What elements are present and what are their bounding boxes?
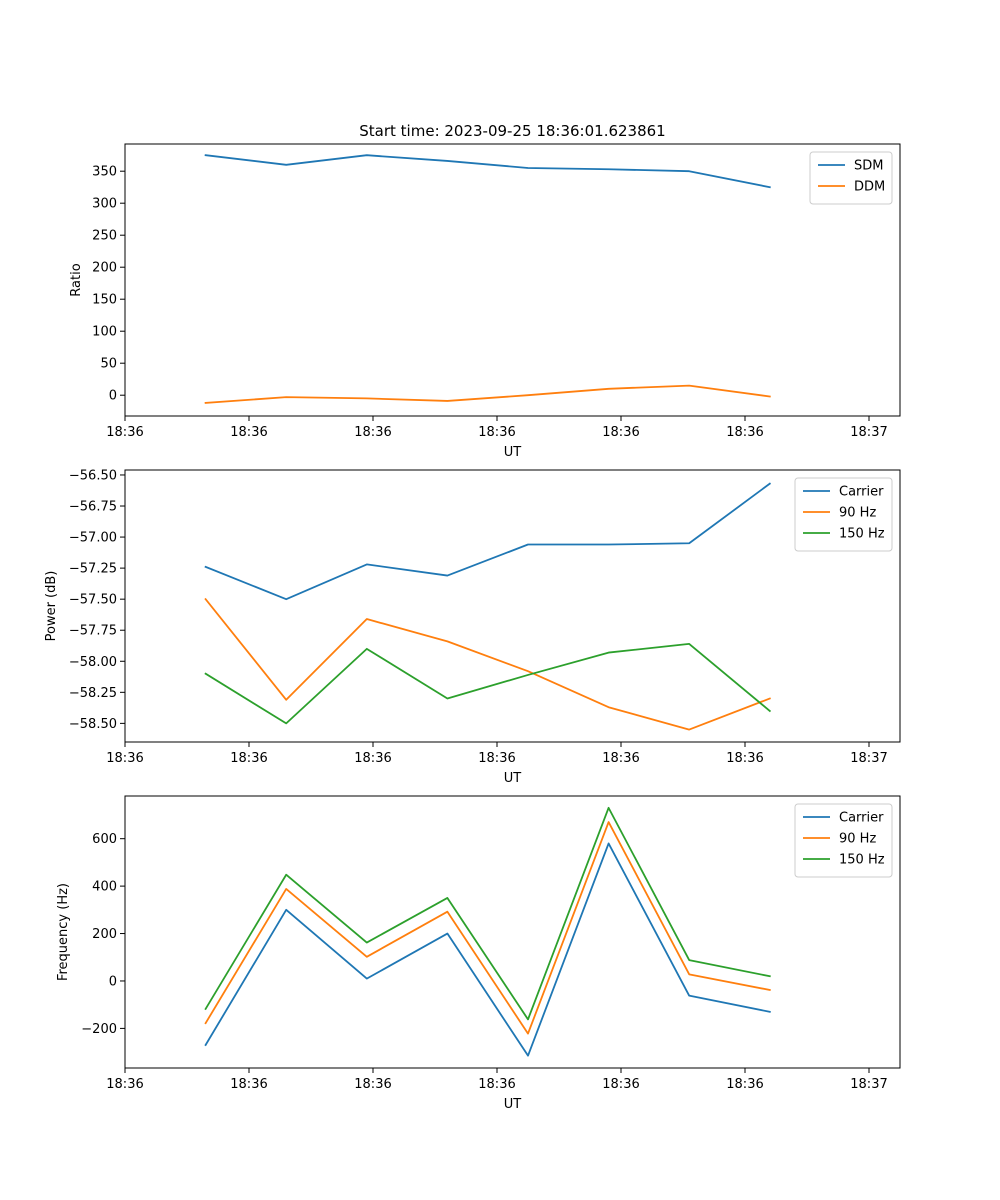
y-tick-label: −57.50 bbox=[69, 593, 117, 608]
y-tick-label: −56.75 bbox=[69, 500, 117, 515]
x-tick-label: 18:36 bbox=[602, 1077, 639, 1092]
y-tick-label: 0 bbox=[109, 389, 117, 404]
x-tick-label: 18:36 bbox=[602, 751, 639, 766]
y-tick-label: 250 bbox=[92, 229, 117, 244]
legend-label-150-hz: 150 Hz bbox=[839, 527, 885, 542]
x-tick-label: 18:36 bbox=[354, 1077, 391, 1092]
legend: Carrier 90 Hz 150 Hz bbox=[794, 477, 893, 552]
legend-label-90-hz: 90 Hz bbox=[839, 832, 876, 847]
y-tick-label: −57.00 bbox=[69, 531, 117, 546]
legend: Carrier 90 Hz 150 Hz bbox=[794, 803, 893, 878]
y-tick-label: −58.50 bbox=[69, 717, 117, 732]
x-tick-label: 18:36 bbox=[106, 425, 143, 440]
legend-label-90-hz: 90 Hz bbox=[839, 506, 876, 521]
x-tick-label: 18:36 bbox=[726, 751, 763, 766]
y-tick-label: 600 bbox=[92, 832, 117, 847]
x-axis-title: UT bbox=[504, 445, 522, 460]
y-tick-label: 200 bbox=[92, 927, 117, 942]
x-tick-label: 18:36 bbox=[354, 751, 391, 766]
x-tick-label: 18:36 bbox=[602, 425, 639, 440]
series-line-150-hz bbox=[204, 806, 771, 1021]
axes-frame bbox=[124, 795, 901, 1069]
x-tick-label: 18:36 bbox=[230, 751, 267, 766]
x-tick-label: 18:36 bbox=[478, 751, 515, 766]
subplot-3: 18:36 18:36 18:36 18:36 18:36 18:36 18:37 −200 0… bbox=[56, 795, 901, 1112]
series-line-carrier bbox=[204, 482, 772, 601]
y-tick-label: −200 bbox=[81, 1022, 117, 1037]
y-tick-label: 300 bbox=[92, 197, 117, 212]
legend-label-carrier: Carrier bbox=[839, 811, 884, 826]
series-line-sdm bbox=[204, 154, 771, 189]
y-tick-label: −56.50 bbox=[69, 468, 117, 483]
series-line-ddm bbox=[204, 384, 771, 404]
y-tick-label: −57.25 bbox=[69, 562, 117, 577]
x-tick-label: 18:36 bbox=[230, 425, 267, 440]
subplot-2: 18:36 18:36 18:36 18:36 18:36 18:36 18:37 −58.5… bbox=[44, 468, 901, 786]
x-tick-label: 18:37 bbox=[850, 425, 887, 440]
y-tick-label: 350 bbox=[92, 165, 117, 180]
axes-frame bbox=[124, 469, 901, 743]
y-axis-title: Power (dB) bbox=[44, 571, 59, 642]
legend-label-carrier: Carrier bbox=[839, 485, 884, 500]
legend-label-150-hz: 150 Hz bbox=[839, 853, 885, 868]
y-tick-label: 0 bbox=[109, 974, 117, 989]
axes-frame bbox=[124, 143, 901, 417]
series-line-150-hz bbox=[204, 642, 772, 725]
x-tick-label: 18:36 bbox=[726, 425, 763, 440]
x-tick-label: 18:37 bbox=[850, 1077, 887, 1092]
y-tick-label: −58.25 bbox=[69, 686, 117, 701]
y-tick-label: −57.75 bbox=[69, 624, 117, 639]
x-tick-label: 18:36 bbox=[478, 1077, 515, 1092]
series-line-90-hz bbox=[204, 821, 771, 1035]
x-tick-label: 18:36 bbox=[726, 1077, 763, 1092]
x-tick-label: 18:36 bbox=[106, 751, 143, 766]
y-tick-label: 100 bbox=[92, 325, 117, 340]
y-tick-label: 50 bbox=[100, 357, 117, 372]
y-tick-label: 200 bbox=[92, 261, 117, 276]
y-axis-title: Ratio bbox=[69, 263, 84, 296]
legend: SDM DDM bbox=[809, 151, 893, 205]
x-tick-label: 18:36 bbox=[230, 1077, 267, 1092]
y-tick-label: 150 bbox=[92, 293, 117, 308]
y-tick-label: −58.00 bbox=[69, 655, 117, 670]
x-tick-label: 18:36 bbox=[354, 425, 391, 440]
y-axis-title: Frequency (Hz) bbox=[56, 883, 71, 981]
series-line-90-hz bbox=[204, 597, 771, 731]
y-tick-label: 400 bbox=[92, 880, 117, 895]
x-axis-title: UT bbox=[504, 771, 522, 786]
x-tick-label: 18:37 bbox=[850, 751, 887, 766]
figure-title: Start time: 2023-09-25 18:36:01.623861 bbox=[359, 122, 665, 140]
x-tick-label: 18:36 bbox=[106, 1077, 143, 1092]
series-line-carrier bbox=[204, 842, 771, 1057]
x-axis-title: UT bbox=[504, 1097, 522, 1112]
subplot-1: 18:36 18:36 18:36 18:36 18:36 18:36 18:37 0 50 10… bbox=[69, 143, 901, 460]
x-tick-label: 18:36 bbox=[478, 425, 515, 440]
legend-label-sdm: SDM bbox=[854, 159, 883, 174]
legend-label-ddm: DDM bbox=[854, 180, 885, 195]
